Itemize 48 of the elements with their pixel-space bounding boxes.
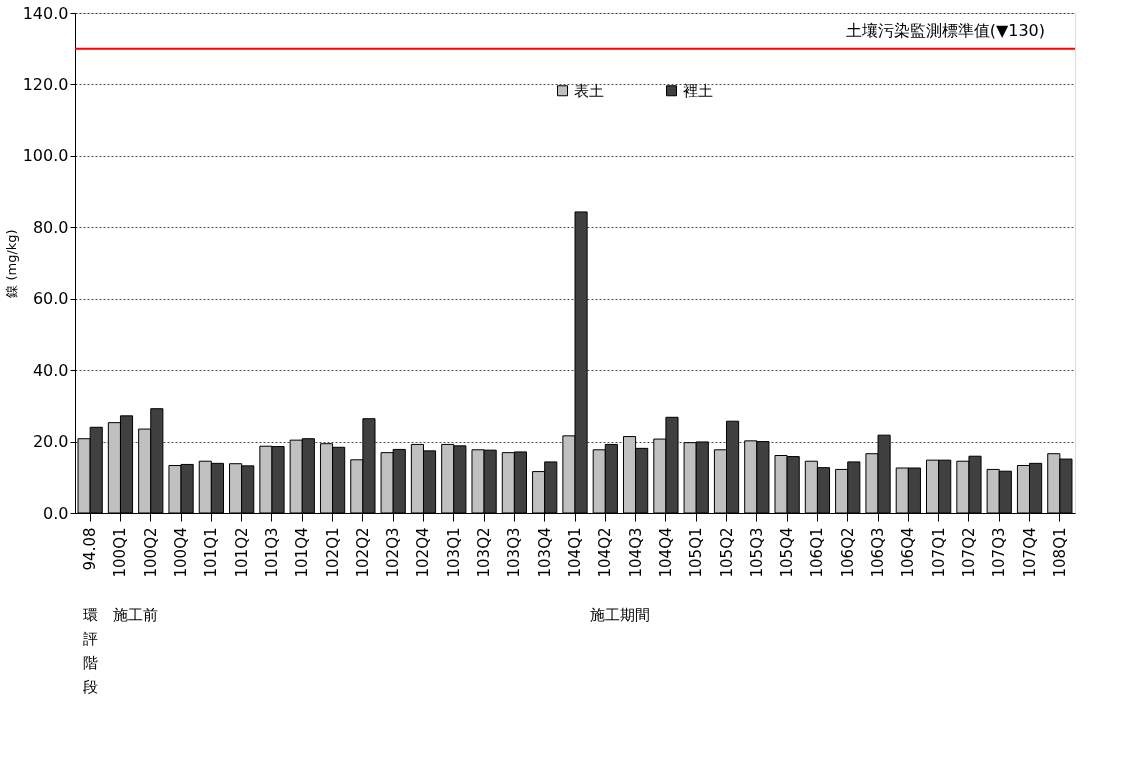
- x-tick-label: 100Q2: [141, 527, 160, 578]
- x-tick-label: 104Q1: [566, 527, 584, 578]
- text: 環評階段: [82, 606, 98, 696]
- x-tick-label: 94.08: [81, 527, 100, 571]
- x-tick-label: 108Q1: [1050, 527, 1069, 578]
- x-tick-label: 106Q4: [899, 527, 918, 578]
- x-tick-label: 102Q2: [353, 527, 372, 578]
- x-tick-label: 106Q3: [869, 527, 888, 578]
- x-tick-label: 100Q4: [172, 527, 191, 578]
- y-tick-label: 0.0: [43, 503, 69, 523]
- y-axis-title: 鎳 (mg/kg): [3, 229, 19, 298]
- y-tick-label: 40.0: [32, 360, 69, 380]
- legend-label: 裡土: [683, 81, 713, 100]
- x-tick-label: 104Q4: [656, 527, 675, 578]
- y-tick-label: 60.0: [32, 289, 69, 309]
- text: 施工前: [113, 606, 159, 624]
- x-tick-label: 105Q1: [687, 527, 706, 578]
- x-tick-label: 105Q4: [778, 527, 797, 578]
- x-tick-label: 102Q1: [323, 527, 342, 578]
- legend-label: 表土: [574, 81, 604, 100]
- x-tick-label: 100Q1: [111, 527, 130, 578]
- x-tick-label: 103Q2: [475, 527, 494, 578]
- text: 施工期間: [590, 606, 651, 624]
- ref-line-label: 土壤污染監測標準值(▼130): [845, 20, 1045, 40]
- y-tick-label: 100.0: [22, 146, 69, 166]
- x-tick-label: 103Q4: [535, 527, 554, 578]
- x-tick-label: 101Q1: [202, 527, 221, 578]
- x-tick-label: 104Q2: [596, 527, 615, 578]
- x-tick-label: 103Q3: [505, 527, 524, 578]
- x-tick-label: 102Q3: [384, 527, 403, 578]
- x-tick-label: 101Q2: [232, 527, 251, 578]
- y-tick-label: 140.0: [22, 3, 69, 23]
- x-tick-label: 107Q2: [959, 527, 978, 578]
- x-tick-label: 103Q1: [444, 527, 463, 578]
- x-tick-label: 102Q4: [414, 527, 433, 578]
- x-tick-label: 105Q3: [747, 527, 766, 578]
- y-tick-label: 80.0: [32, 217, 69, 237]
- x-tick-label: 104Q3: [626, 527, 645, 578]
- x-tick-label: 101Q4: [293, 527, 312, 578]
- x-tick-label: 106Q2: [838, 527, 857, 578]
- y-tick-label: 20.0: [32, 432, 69, 452]
- x-tick-label: 106Q1: [808, 527, 827, 578]
- x-tick-label: 107Q3: [990, 527, 1009, 578]
- x-tick-label: 107Q4: [1020, 527, 1039, 578]
- y-tick-label: 120.0: [22, 74, 69, 94]
- x-tick-label: 107Q1: [929, 527, 948, 578]
- x-tick-label: 105Q2: [717, 527, 736, 578]
- x-tick-label: 101Q3: [262, 527, 281, 578]
